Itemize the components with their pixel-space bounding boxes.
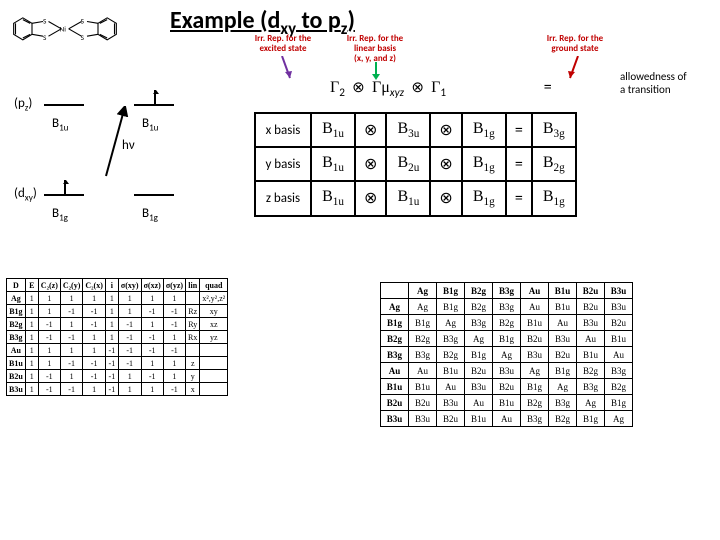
- arrow-ground: [568, 56, 588, 80]
- arrow-excited: [272, 56, 292, 80]
- annotation-basis: Irr. Rep. for the linear basis (x, y, an…: [335, 34, 415, 64]
- character-table: DEC₂(z)C₂(y)C₂(x)iσ(xy)σ(xz)σ(yz)linquad…: [6, 278, 228, 396]
- svg-text:S: S: [81, 16, 85, 25]
- svg-text:Ni: Ni: [60, 25, 67, 34]
- annotation-ground: Irr. Rep. for the ground state: [540, 34, 610, 54]
- molecule-structure: SS SS Ni: [10, 10, 120, 55]
- basis-row-label: x basis: [255, 113, 311, 147]
- basis-table: x basis B1u ⊗ B3u ⊗ B1g = B3g y basis B1…: [254, 112, 577, 217]
- product-table: AgB1gB2gB3gAuB1uB2uB3uAgAgB1gB2gB3gAuB1u…: [380, 282, 633, 427]
- svg-text:S: S: [43, 16, 47, 25]
- svg-text:S: S: [81, 33, 85, 42]
- allowedness-label: allowedness of a transition: [620, 70, 715, 96]
- gamma-equation: Γ2 ⊗ Γμxyz ⊗ Γ1 =: [330, 78, 552, 100]
- annotation-excited: Irr. Rep. for the excited state: [248, 34, 318, 54]
- svg-text:S: S: [43, 33, 47, 42]
- energy-level-diagram: (pz) B1u B1u hν (dxy) B1g B1g: [14, 80, 214, 260]
